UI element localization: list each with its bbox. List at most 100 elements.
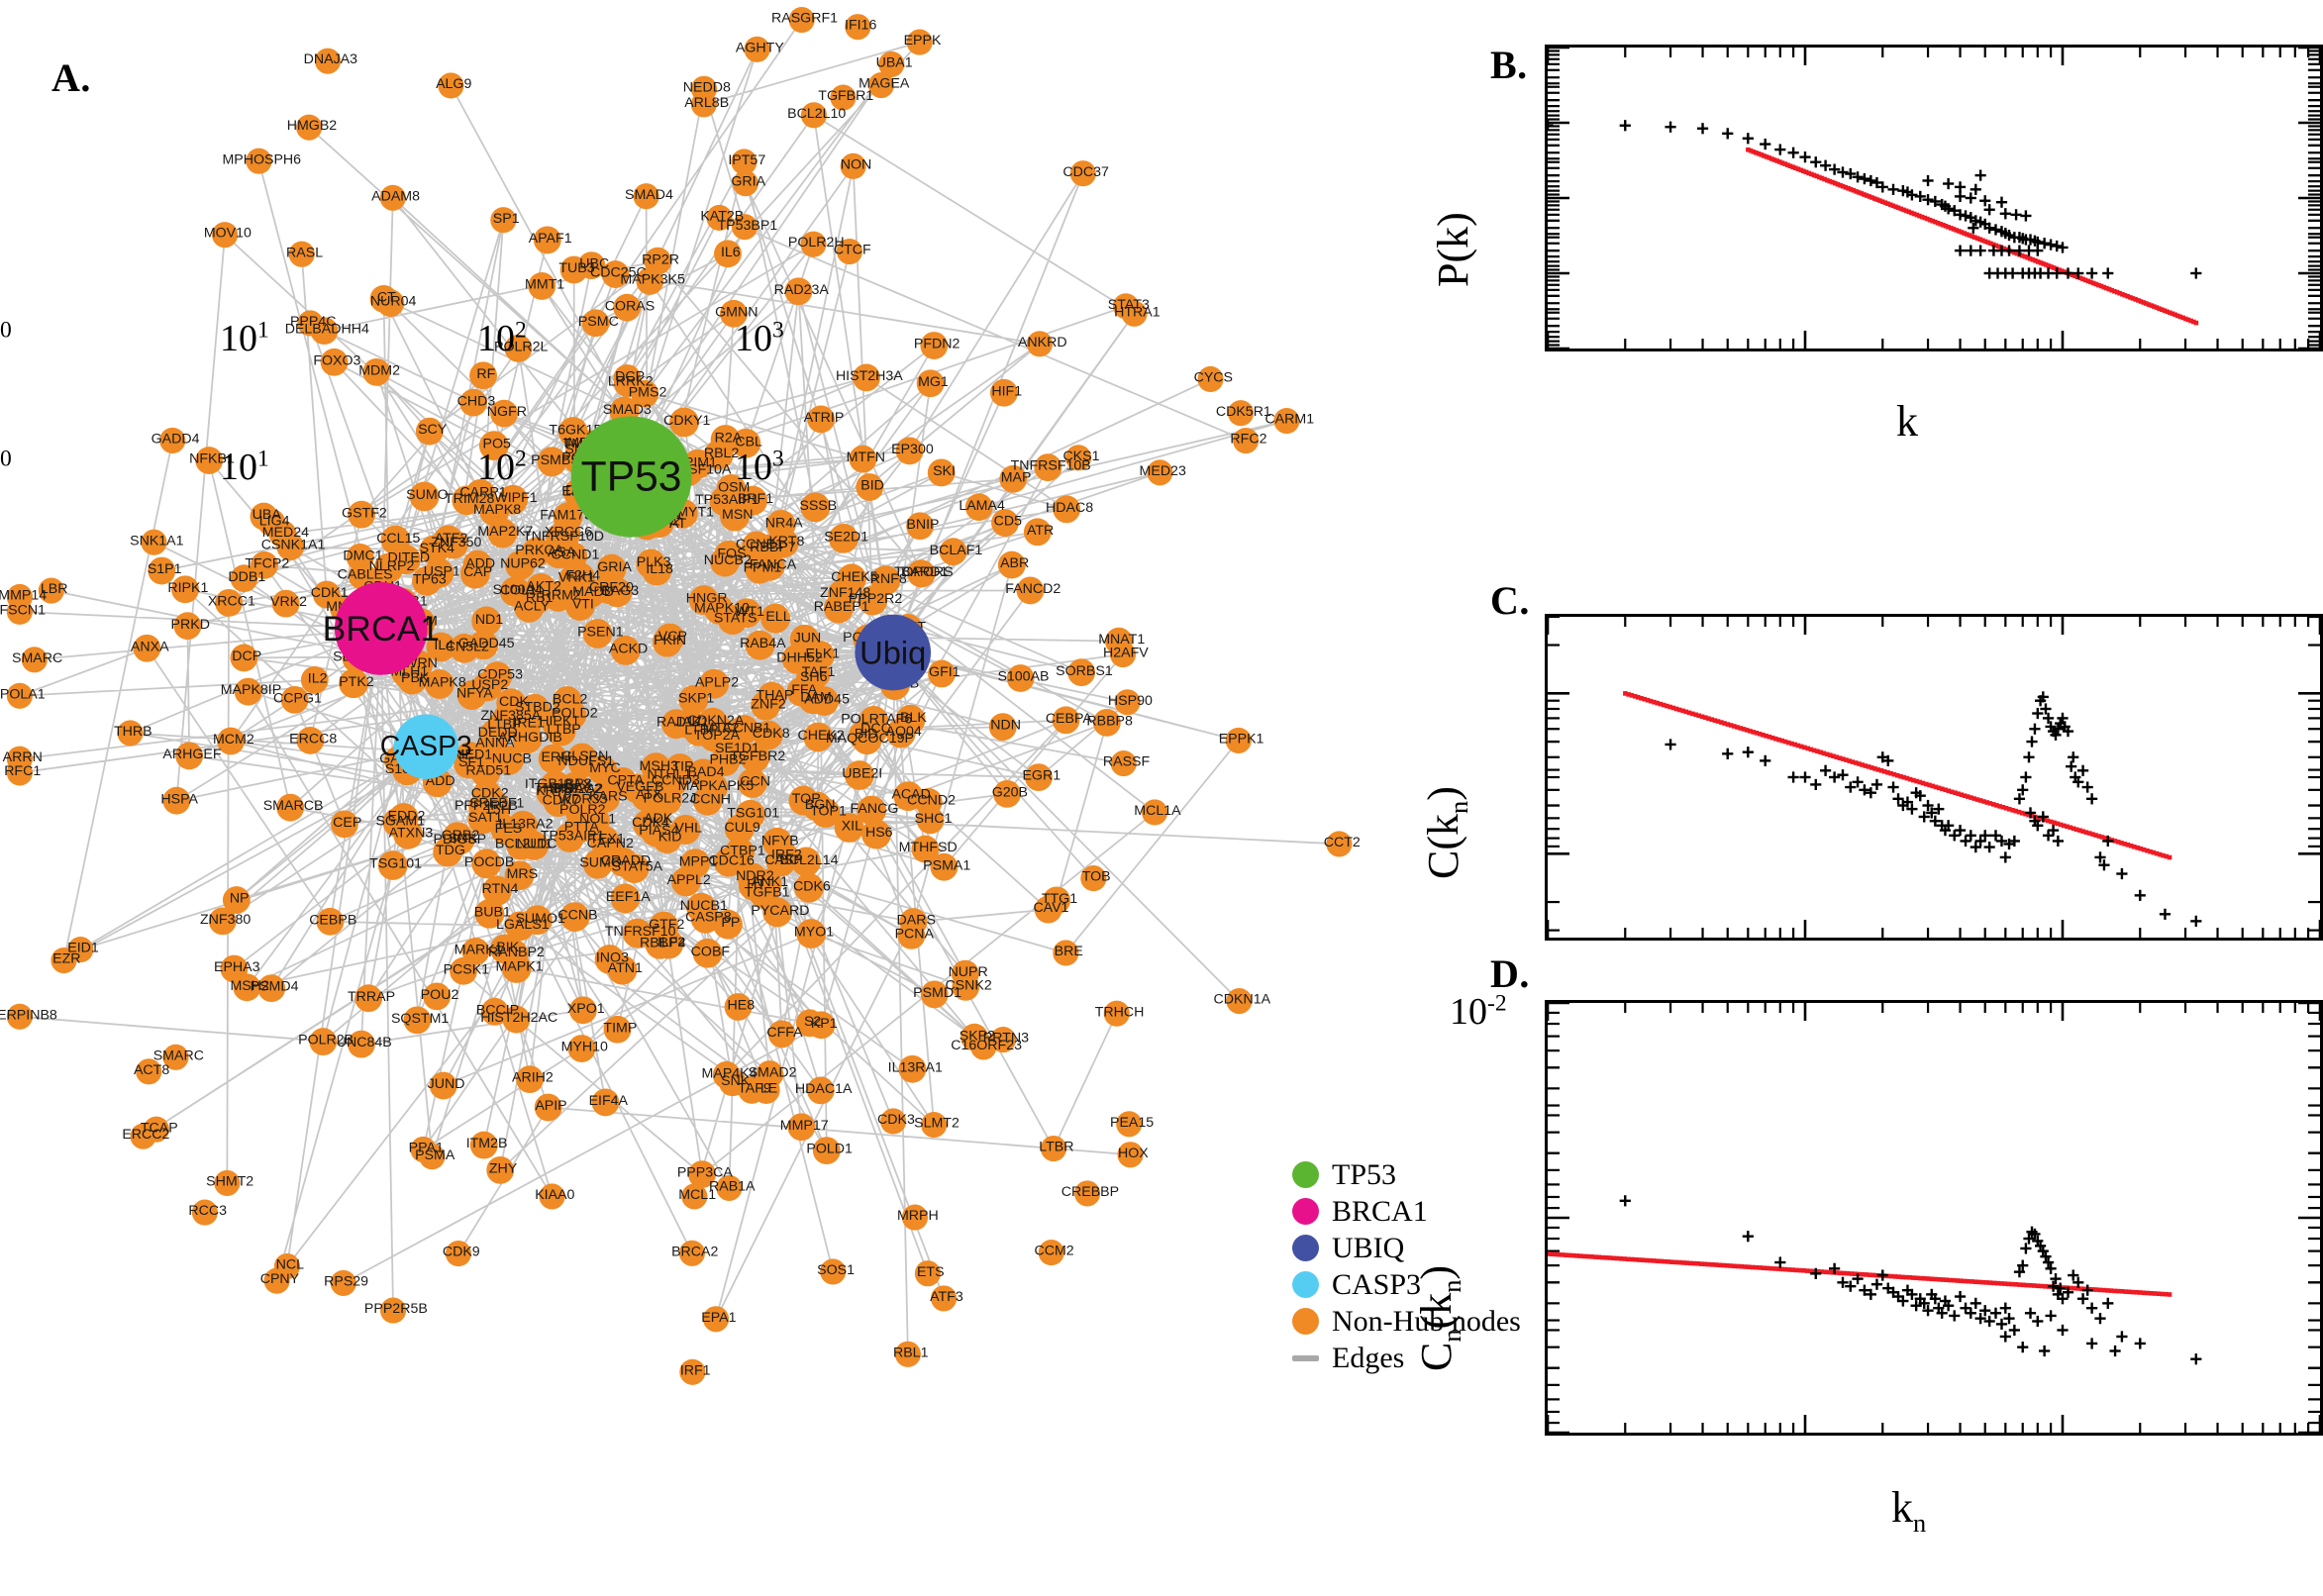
network-node[interactable]	[993, 779, 1021, 808]
network-node[interactable]	[610, 883, 641, 914]
network-node[interactable]	[1069, 160, 1096, 187]
network-node[interactable]	[928, 659, 956, 688]
network-node[interactable]	[729, 715, 759, 745]
network-node[interactable]	[807, 405, 836, 434]
network-node[interactable]	[898, 1054, 927, 1083]
network-node[interactable]	[257, 508, 286, 537]
network-node[interactable]	[552, 686, 582, 716]
network-node[interactable]	[251, 550, 278, 579]
network-node[interactable]	[1104, 627, 1133, 655]
network-node[interactable]	[837, 563, 867, 594]
network-node[interactable]	[496, 688, 527, 719]
network-node[interactable]	[698, 772, 728, 803]
network-node[interactable]	[208, 907, 237, 936]
network-node[interactable]	[537, 447, 567, 477]
network-node[interactable]	[348, 1030, 375, 1058]
network-node[interactable]	[1121, 300, 1148, 327]
network-node[interactable]	[443, 822, 472, 852]
network-node[interactable]	[927, 458, 956, 487]
network-node[interactable]	[482, 661, 513, 692]
network-node[interactable]	[504, 334, 533, 362]
network-node[interactable]	[1116, 1111, 1143, 1138]
network-node[interactable]	[716, 473, 747, 504]
network-node[interactable]	[490, 815, 521, 846]
network-node[interactable]	[296, 114, 323, 141]
network-node[interactable]	[964, 493, 993, 522]
network-node[interactable]	[159, 427, 186, 453]
network-node[interactable]	[699, 668, 730, 699]
network-node[interactable]	[300, 665, 329, 694]
network-node[interactable]	[579, 805, 610, 836]
network-node[interactable]	[602, 577, 633, 608]
network-node[interactable]	[271, 589, 300, 618]
network-node[interactable]	[314, 48, 342, 74]
network-node[interactable]	[989, 1027, 1017, 1053]
network-node[interactable]	[6, 682, 33, 709]
network-node[interactable]	[820, 1258, 847, 1285]
network-node[interactable]	[538, 744, 568, 774]
network-node[interactable]	[479, 496, 510, 527]
network-node[interactable]	[557, 541, 587, 571]
network-node[interactable]	[1026, 331, 1054, 357]
network-node[interactable]	[462, 549, 493, 580]
network-node[interactable]	[162, 786, 191, 815]
network-node[interactable]	[379, 1297, 407, 1324]
network-node[interactable]	[735, 799, 765, 830]
network-node[interactable]	[830, 84, 857, 111]
network-node[interactable]	[1227, 400, 1255, 427]
network-node[interactable]	[348, 500, 375, 529]
network-node[interactable]	[490, 399, 518, 428]
network-node[interactable]	[257, 974, 286, 1003]
network-node[interactable]	[858, 585, 888, 616]
network-node[interactable]	[692, 938, 723, 968]
network-node[interactable]	[762, 897, 793, 928]
network-node[interactable]	[533, 226, 561, 254]
network-node[interactable]	[951, 959, 979, 988]
network-node[interactable]	[690, 75, 718, 102]
network-node[interactable]	[999, 464, 1028, 493]
network-node[interactable]	[479, 719, 510, 749]
network-node[interactable]	[720, 501, 750, 532]
network-node[interactable]	[1147, 459, 1173, 486]
network-node[interactable]	[899, 908, 928, 937]
network-node[interactable]	[1016, 576, 1045, 605]
network-node[interactable]	[907, 559, 935, 588]
network-node[interactable]	[885, 718, 916, 748]
network-node[interactable]	[452, 485, 482, 516]
network-node[interactable]	[920, 332, 949, 359]
network-node[interactable]	[803, 722, 834, 752]
network-node[interactable]	[557, 417, 588, 447]
network-node[interactable]	[845, 14, 871, 41]
network-node[interactable]	[234, 677, 262, 706]
network-node[interactable]	[316, 907, 345, 936]
network-node[interactable]	[603, 1015, 632, 1044]
network-node[interactable]	[894, 1341, 921, 1367]
network-node[interactable]	[740, 743, 770, 773]
network-node[interactable]	[377, 850, 408, 880]
network-node[interactable]	[346, 543, 374, 571]
network-node[interactable]	[703, 1306, 730, 1333]
network-node[interactable]	[230, 644, 258, 672]
network-node[interactable]	[1225, 727, 1252, 753]
network-node[interactable]	[725, 838, 755, 867]
network-node[interactable]	[130, 1123, 156, 1149]
network-node[interactable]	[800, 492, 831, 523]
network-node[interactable]	[1110, 750, 1137, 777]
network-node[interactable]	[217, 727, 245, 755]
network-node[interactable]	[706, 204, 733, 232]
network-node[interactable]	[669, 407, 699, 438]
network-node[interactable]	[714, 540, 745, 570]
network-node[interactable]	[191, 1199, 218, 1226]
network-node[interactable]	[880, 1108, 907, 1135]
network-node[interactable]	[6, 759, 33, 786]
network-node[interactable]	[230, 564, 258, 593]
network-node[interactable]	[901, 1204, 929, 1231]
network-node[interactable]	[173, 612, 202, 641]
network-node[interactable]	[1053, 495, 1081, 524]
network-node[interactable]	[403, 1006, 432, 1035]
network-node[interactable]	[214, 1169, 241, 1197]
network-node[interactable]	[755, 550, 785, 581]
network-node[interactable]	[424, 669, 454, 699]
network-node[interactable]	[610, 635, 641, 665]
network-node[interactable]	[836, 238, 863, 265]
